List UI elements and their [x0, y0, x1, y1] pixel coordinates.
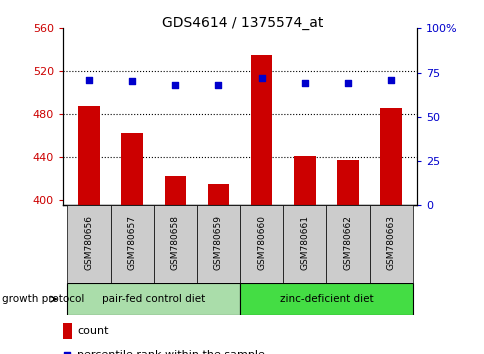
Bar — [121, 133, 143, 205]
Bar — [197, 205, 240, 283]
Bar — [379, 108, 401, 205]
Text: GSM780663: GSM780663 — [386, 215, 395, 270]
Point — [214, 82, 222, 88]
Bar — [326, 205, 369, 283]
Bar — [369, 205, 412, 283]
Text: GSM780662: GSM780662 — [343, 215, 352, 270]
Bar — [164, 176, 186, 205]
Bar — [240, 283, 412, 315]
Bar — [250, 55, 272, 205]
Text: percentile rank within the sample: percentile rank within the sample — [77, 350, 265, 354]
Bar — [283, 205, 326, 283]
Point — [128, 79, 136, 84]
Text: GSM780656: GSM780656 — [84, 215, 93, 270]
Point — [63, 353, 71, 354]
Bar — [240, 205, 283, 283]
Point — [171, 82, 179, 88]
Bar — [153, 205, 197, 283]
Bar — [63, 323, 72, 339]
Text: count: count — [77, 326, 108, 337]
Text: GSM780661: GSM780661 — [300, 215, 309, 270]
Text: pair-fed control diet: pair-fed control diet — [102, 294, 205, 304]
Text: GSM780659: GSM780659 — [213, 215, 223, 270]
Text: GSM780658: GSM780658 — [170, 215, 180, 270]
Text: growth protocol: growth protocol — [2, 294, 85, 304]
Bar — [110, 205, 153, 283]
Bar — [67, 205, 110, 283]
Bar — [336, 160, 358, 205]
Bar — [78, 105, 100, 205]
Text: GSM780660: GSM780660 — [257, 215, 266, 270]
Bar — [293, 156, 315, 205]
Text: GSM780657: GSM780657 — [127, 215, 136, 270]
Text: GDS4614 / 1375574_at: GDS4614 / 1375574_at — [162, 16, 322, 30]
Point — [387, 77, 394, 82]
Point — [301, 80, 308, 86]
Point — [85, 77, 92, 82]
Point — [257, 75, 265, 81]
Bar — [207, 184, 229, 205]
Text: zinc-deficient diet: zinc-deficient diet — [279, 294, 373, 304]
Point — [344, 80, 351, 86]
Bar — [67, 283, 240, 315]
